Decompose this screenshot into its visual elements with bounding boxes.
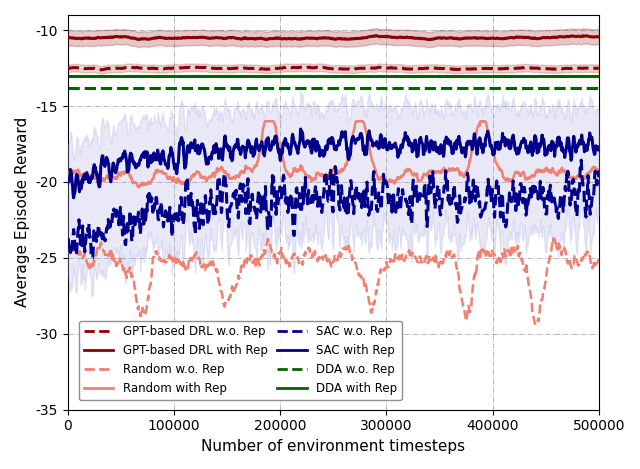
Legend: GPT-based DRL w.o. Rep, GPT-based DRL with Rep, Random w.o. Rep, Random with Rep: GPT-based DRL w.o. Rep, GPT-based DRL wi… [79,321,402,400]
Y-axis label: Average Episode Reward: Average Episode Reward [15,117,30,308]
X-axis label: Number of environment timesteps: Number of environment timesteps [201,439,465,454]
